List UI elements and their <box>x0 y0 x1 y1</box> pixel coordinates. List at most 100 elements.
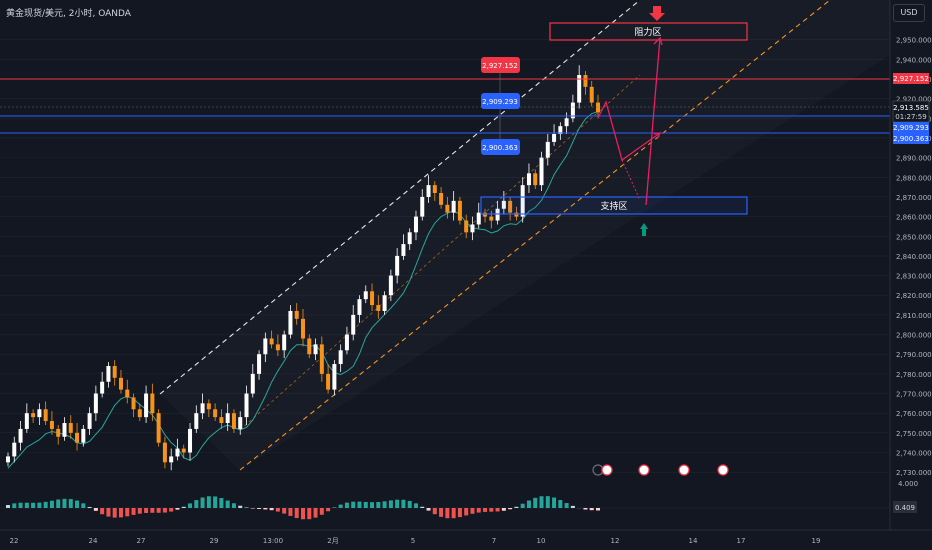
candle-body <box>382 295 387 311</box>
macd-bar <box>476 508 481 513</box>
x-tick-label: 7 <box>492 537 496 545</box>
candle-body <box>31 413 36 418</box>
candle-body <box>118 377 123 390</box>
macd-bar <box>288 508 293 516</box>
y-tick-label: 2,750.000 <box>896 430 932 438</box>
candle-body <box>495 208 500 221</box>
macd-bar <box>225 500 230 508</box>
axis-tag-mid: 2,909.293 <box>893 124 929 132</box>
macd-bar <box>514 506 519 508</box>
candle-body <box>483 212 488 217</box>
macd-bar <box>275 508 280 512</box>
x-tick-label: 17 <box>737 537 746 545</box>
candle-body <box>169 456 174 463</box>
macd-bar <box>489 508 494 512</box>
candle-body <box>332 364 337 390</box>
macd-bar <box>351 501 356 508</box>
macd-bar <box>56 499 61 508</box>
x-tick-label: 12 <box>611 537 620 545</box>
axis-tag-low: 2,900.363 <box>893 135 929 143</box>
forecast-path-main <box>597 100 661 162</box>
macd-value-bg <box>893 501 917 513</box>
candle-body <box>150 393 155 414</box>
y-tick-label: 2,880.000 <box>896 174 932 182</box>
macd-bar <box>206 496 211 508</box>
arrow-down-icon <box>649 6 665 21</box>
tag-low: 2,900.363 <box>482 144 518 152</box>
candle-body <box>357 299 362 315</box>
currency-selector[interactable]: USD <box>893 4 925 22</box>
forecast-arrowhead <box>653 132 662 140</box>
macd-bar <box>131 508 136 515</box>
candle-body <box>545 141 550 158</box>
macd-bar <box>564 503 569 508</box>
macd-bar <box>175 508 180 510</box>
tag-low-bg <box>481 139 520 155</box>
macd-bar <box>238 505 243 508</box>
macd-bar <box>326 508 331 512</box>
macd-bar <box>125 508 130 517</box>
candle-body <box>81 428 86 443</box>
macd-bar <box>382 501 387 508</box>
candle-body <box>87 413 92 429</box>
macd-bar <box>420 506 425 508</box>
macd-bar <box>395 499 400 508</box>
macd-bar <box>100 508 105 515</box>
candle-body <box>533 173 538 186</box>
candle-body <box>338 350 343 365</box>
x-tick-label: 10 <box>537 537 546 545</box>
macd-bar <box>244 507 249 508</box>
channel-fill <box>160 0 890 470</box>
macd-panel <box>0 496 890 520</box>
candle-body <box>144 393 149 418</box>
symbol-title: 黄金现货/美元, 2小时, OANDA <box>6 9 131 19</box>
candle-body <box>589 86 594 103</box>
macd-bar <box>112 508 117 518</box>
candle-body <box>583 75 588 87</box>
macd-bar <box>269 508 274 511</box>
y-tick-label: 2,840.000 <box>896 253 932 261</box>
macd-bar <box>319 508 324 515</box>
support-zone-label: 支持区 <box>600 200 627 212</box>
macd-bar <box>43 501 48 508</box>
macd-bar <box>539 496 544 508</box>
candlesticks <box>6 65 600 471</box>
candle-body <box>445 204 450 213</box>
candle-body <box>250 373 255 394</box>
candle-body <box>464 220 469 233</box>
macd-bar <box>162 508 167 513</box>
candle-body <box>68 423 73 433</box>
macd-bar <box>344 502 349 508</box>
candle-body <box>351 314 356 335</box>
candle-body <box>131 397 136 410</box>
macd-bar <box>407 500 412 508</box>
candle-body <box>539 157 544 186</box>
candle-body <box>238 417 243 429</box>
event-flag-icon <box>601 464 613 476</box>
candle-body <box>125 389 130 398</box>
candle-body <box>213 409 218 418</box>
candle-body <box>12 442 17 457</box>
candle-body <box>326 373 331 390</box>
candle-body <box>432 185 437 194</box>
candle-body <box>106 366 111 382</box>
macd-bar <box>376 502 381 508</box>
candle-body <box>175 448 180 457</box>
candle-body <box>526 173 531 186</box>
candle-body <box>43 409 48 422</box>
macd-bar <box>75 500 80 508</box>
macd-bar <box>294 508 299 519</box>
candle-body <box>156 413 161 443</box>
macd-bar <box>6 505 10 508</box>
candle-body <box>344 334 349 351</box>
y-tick-label: 2,950.000 <box>896 37 932 45</box>
resistance-zone-box <box>549 22 748 41</box>
macd-bar <box>470 508 475 514</box>
candle-body <box>439 193 444 205</box>
macd-bar <box>169 508 174 512</box>
macd-bar <box>401 499 406 508</box>
candle-body <box>181 448 186 453</box>
macd-bar <box>68 499 73 508</box>
axis-tag-resistance-bg <box>893 73 929 84</box>
